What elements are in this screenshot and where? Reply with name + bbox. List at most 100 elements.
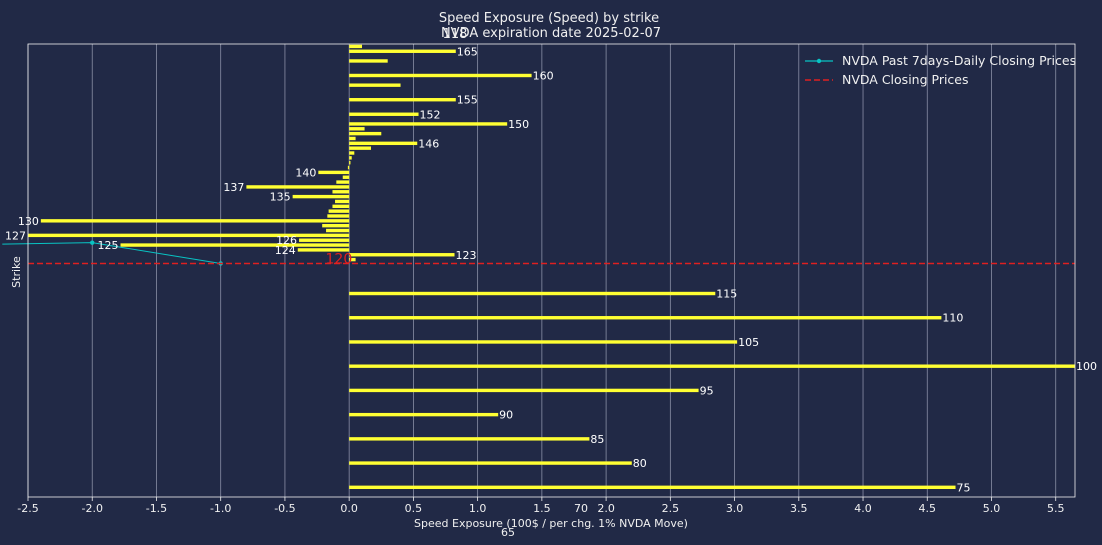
bar xyxy=(349,257,356,262)
bar xyxy=(349,146,372,150)
bar xyxy=(322,223,350,228)
x-tick-label: 2.0 xyxy=(597,502,615,515)
bar xyxy=(327,214,350,218)
bar-label: 123 xyxy=(456,249,477,262)
bar xyxy=(40,219,350,223)
bar xyxy=(349,151,355,155)
bar xyxy=(349,122,508,126)
bar xyxy=(328,209,350,213)
bars xyxy=(28,44,1075,490)
x-tick-label: -1.0 xyxy=(210,502,231,515)
bar-label: 160 xyxy=(533,69,554,82)
x-tick-label: 0.0 xyxy=(340,502,358,515)
x-axis-label: Speed Exposure (100$ / per chg. 1% NVDA … xyxy=(414,517,688,530)
bar-label: 105 xyxy=(738,336,759,349)
x-tick-label: 0.5 xyxy=(405,502,423,515)
x-tick-label: -1.5 xyxy=(146,502,167,515)
x-ticks: -2.5 -2.0 -1.5 -1.0 -0.5 0.0 0.5 1.0 1.5 2.0 2.5 3.… xyxy=(17,497,1064,515)
bar xyxy=(349,461,632,465)
bar xyxy=(299,238,350,242)
bar xyxy=(349,291,716,296)
bar-label: 125 xyxy=(97,239,118,252)
bar xyxy=(349,316,942,320)
bar-label: 140 xyxy=(295,166,316,179)
bar-label: 137 xyxy=(223,181,244,194)
legend: NVDA Past 7days-Daily Closing Prices NVD… xyxy=(805,53,1076,87)
bar xyxy=(349,141,418,146)
bar-label: 150 xyxy=(508,118,529,131)
bar-label: 90 xyxy=(499,409,513,422)
x-tick-label: 3.5 xyxy=(790,502,808,515)
x-tick-label: 1.5 xyxy=(533,502,551,515)
lines: 120 xyxy=(2,240,1075,267)
bar-label: 85 xyxy=(590,433,604,446)
closing-price-label: 120 xyxy=(326,251,353,267)
y-axis-label: Strike xyxy=(10,256,23,288)
bar xyxy=(342,175,350,179)
bar-label: 110 xyxy=(942,312,963,325)
bar-label: 155 xyxy=(457,94,478,107)
closing-7days-point xyxy=(90,240,95,245)
x-tick-label: -0.5 xyxy=(274,502,295,515)
bar xyxy=(335,199,350,204)
bar-label: 152 xyxy=(420,108,441,121)
plot-frame xyxy=(27,43,1076,498)
x-tick-label: 4.0 xyxy=(854,502,872,515)
x-tick-label: 2.5 xyxy=(662,502,680,515)
bar xyxy=(326,228,350,233)
bar-label: 80 xyxy=(633,457,647,470)
bar xyxy=(347,165,350,170)
bar-label: 127 xyxy=(5,229,26,242)
x-tick-label: 3.0 xyxy=(726,502,744,515)
bar-label: 115 xyxy=(716,288,737,301)
bar-label: 95 xyxy=(700,384,714,397)
bar xyxy=(349,49,456,53)
bar xyxy=(120,243,350,247)
bar xyxy=(349,388,699,393)
x-tick-label: 5.0 xyxy=(983,502,1001,515)
x-tick-label: 1.0 xyxy=(469,502,487,515)
bar xyxy=(349,136,356,141)
bar xyxy=(349,340,738,344)
bar xyxy=(349,112,419,116)
x-tick-label: -2.5 xyxy=(17,502,38,515)
bar-label: 100 xyxy=(1076,360,1097,373)
bar xyxy=(349,98,456,102)
x-tick-label-extra: 70 xyxy=(574,502,588,515)
bar xyxy=(349,364,1075,368)
bar xyxy=(349,73,532,78)
bar-label: 124 xyxy=(275,244,296,257)
bar xyxy=(349,156,352,160)
chart-subtitle: NVDA expiration date 2025-02-07 xyxy=(441,26,661,41)
bar xyxy=(332,204,350,209)
legend-marker-closing-7days xyxy=(816,58,822,64)
bar xyxy=(349,131,382,136)
stray-label: 65 xyxy=(501,526,515,539)
bar-label: 126 xyxy=(276,234,297,247)
bar xyxy=(349,59,388,63)
legend-label-closing-7days: NVDA Past 7days-Daily Closing Prices xyxy=(842,53,1076,68)
bar xyxy=(349,437,590,441)
bar xyxy=(28,233,350,238)
grid xyxy=(27,44,1057,497)
bar-label: 165 xyxy=(457,45,478,58)
bar xyxy=(349,83,401,87)
bar xyxy=(349,412,499,417)
x-tick-label: 5.5 xyxy=(1047,502,1065,515)
bar xyxy=(246,185,350,189)
bar xyxy=(297,248,350,252)
bar xyxy=(336,180,350,184)
bar-label: 146 xyxy=(418,137,439,150)
bar-label: 75 xyxy=(957,481,971,494)
legend-label-closing-price: NVDA Closing Prices xyxy=(842,72,969,87)
bar xyxy=(332,190,350,194)
bar xyxy=(349,127,365,131)
x-tick-label: 4.5 xyxy=(919,502,937,515)
chart-title-overlap: 118 xyxy=(443,27,468,42)
chart-title: Speed Exposure (Speed) by strike xyxy=(439,11,659,26)
bar xyxy=(292,194,350,199)
bar xyxy=(349,44,363,49)
bar xyxy=(318,170,350,175)
